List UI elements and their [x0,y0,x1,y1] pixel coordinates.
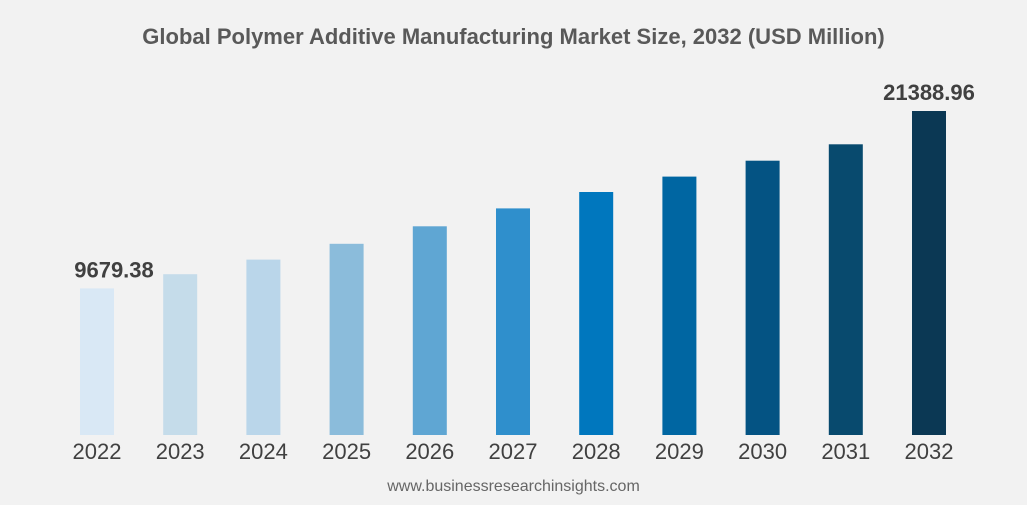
bar-2030 [745,160,780,435]
bar-2027 [496,208,530,435]
bar-2025 [329,243,364,435]
x-tick-label-2022: 2022 [73,439,122,464]
x-tick-label-2027: 2027 [489,439,538,464]
x-tick-label-2026: 2026 [405,439,454,464]
x-tick-label-2029: 2029 [655,439,704,464]
bar-2031 [828,144,863,436]
x-tick-label-2032: 2032 [905,439,954,464]
bar-2022 [80,288,114,435]
chart-title: Global Polymer Additive Manufacturing Ma… [142,24,885,49]
x-tick-label-2028: 2028 [572,439,621,464]
x-tick-label-2023: 2023 [156,439,205,464]
bar-2029 [662,176,697,435]
bar-2032 [912,111,946,435]
bar-2023 [163,274,198,435]
bar-2028 [579,192,614,435]
data-label-2032: 21388.96 [883,80,975,105]
x-tick-label-2025: 2025 [322,439,371,464]
x-tick-label-2030: 2030 [738,439,787,464]
x-axis-tick-labels: 2022 2023 2024 2025 2026 2027 2028 2029 2030 2031… [73,439,954,464]
bar-2024 [246,259,281,435]
bars-group [80,111,946,436]
source-url: www.businessresearchinsights.com [387,478,640,495]
x-tick-label-2031: 2031 [821,439,870,464]
bar-2026 [412,226,447,435]
x-tick-label-2024: 2024 [239,439,288,464]
data-labels-group: 9679.38 21388.96 [74,80,975,282]
data-label-2022: 9679.38 [74,257,154,282]
